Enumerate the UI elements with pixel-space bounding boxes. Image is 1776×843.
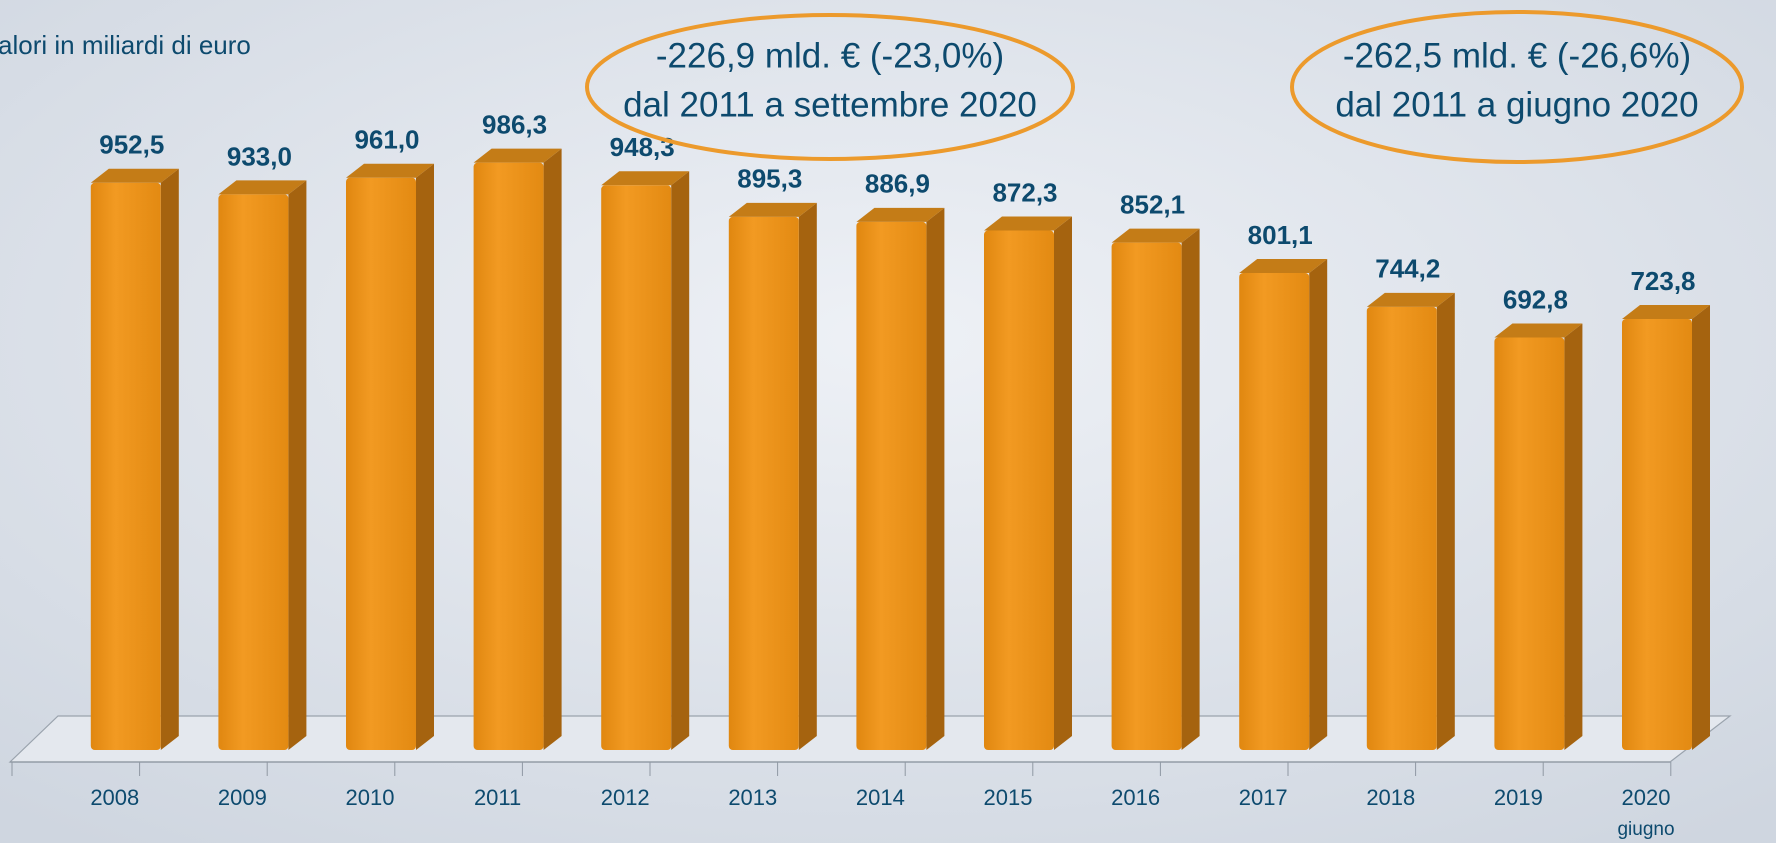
annotation-oval xyxy=(585,13,1075,161)
bar-top xyxy=(728,202,817,217)
bar-front xyxy=(1366,306,1437,750)
bar-top xyxy=(473,148,562,163)
annotation-text: dal 2011 a settembre 2020 xyxy=(623,85,1037,124)
value-label: 948,3 xyxy=(610,132,675,162)
bar-top xyxy=(984,216,1072,231)
annotation-text: -262,5 mld. € (-26,6%) xyxy=(1343,36,1691,75)
x-tick-label: 2015 xyxy=(984,785,1033,810)
bar-side xyxy=(416,163,434,751)
bar xyxy=(90,168,179,750)
annotation-text: -226,9 mld. € (-23,0%) xyxy=(656,36,1004,75)
bar xyxy=(218,180,307,750)
value-label: 961,0 xyxy=(354,125,419,155)
bar-side xyxy=(1309,258,1328,750)
bar-side xyxy=(543,148,562,751)
value-label: 852,1 xyxy=(1120,189,1185,219)
bar-front xyxy=(1494,337,1565,750)
bar-front xyxy=(346,177,416,751)
bar xyxy=(601,171,690,750)
value-label: 801,1 xyxy=(1248,220,1313,250)
bar-front xyxy=(1622,318,1692,750)
value-label: 744,2 xyxy=(1375,254,1440,284)
bar-front xyxy=(984,230,1054,750)
x-tick-label: 2018 xyxy=(1366,785,1415,810)
bar-front xyxy=(856,221,927,750)
x-tick-label: 2014 xyxy=(856,785,905,810)
x-tick-label: 2009 xyxy=(218,785,267,810)
bar-top xyxy=(346,163,434,178)
bar xyxy=(1366,292,1455,750)
annotations: -226,9 mld. € (-23,0%) dal 2011 a settem… xyxy=(585,10,1744,164)
bar-front xyxy=(90,182,161,750)
bar-front xyxy=(1111,242,1182,750)
bar-side xyxy=(288,180,307,750)
bar xyxy=(473,148,562,751)
value-label: 872,3 xyxy=(992,177,1057,207)
bar-side xyxy=(1692,304,1710,750)
bar-top xyxy=(601,171,690,186)
bar-side xyxy=(1054,216,1072,750)
bar-top xyxy=(1366,292,1455,307)
bar-top xyxy=(1111,228,1200,243)
x-tick-label: 2016 xyxy=(1111,785,1160,810)
bar xyxy=(1111,228,1200,750)
x-tick-label: 2012 xyxy=(601,785,650,810)
x-tick-label: 2017 xyxy=(1239,785,1288,810)
x-tick-label: 2010 xyxy=(346,785,395,810)
bar-top xyxy=(1239,258,1328,273)
bar-side xyxy=(926,207,945,750)
bar xyxy=(1494,323,1583,750)
bar-side xyxy=(671,171,690,750)
bar xyxy=(346,163,434,751)
bar-top xyxy=(90,168,179,183)
bar-top xyxy=(1622,304,1710,319)
x-tick-label: 2019 xyxy=(1494,785,1543,810)
value-label: 692,8 xyxy=(1503,284,1568,314)
x-tick-label: 2013 xyxy=(728,785,777,810)
x-tick-label: 2008 xyxy=(90,785,139,810)
annotation-text: dal 2011 a giugno 2020 xyxy=(1335,85,1698,124)
value-label: 933,0 xyxy=(227,141,292,171)
bar xyxy=(1622,304,1710,750)
value-label: 723,8 xyxy=(1630,266,1695,296)
value-label: 886,9 xyxy=(865,169,930,199)
bar xyxy=(984,216,1072,750)
bar-front xyxy=(601,185,672,750)
x-tick-label: 2020 xyxy=(1622,785,1671,810)
value-label: 986,3 xyxy=(482,110,547,140)
value-label: 952,5 xyxy=(99,130,164,160)
bar-front xyxy=(473,162,544,751)
x-tick-label: 2011 xyxy=(474,785,521,810)
bar-side xyxy=(1564,323,1583,750)
bar-top xyxy=(1494,323,1583,338)
bar xyxy=(856,207,945,750)
bar xyxy=(1239,258,1328,750)
bar-front xyxy=(218,194,289,750)
bar xyxy=(728,202,817,750)
annotation-oval xyxy=(1290,10,1744,164)
bar-side xyxy=(1436,292,1455,750)
subtitle: alori in miliardi di euro xyxy=(0,30,251,60)
value-label: 895,3 xyxy=(737,164,802,194)
bar-front xyxy=(1239,272,1310,750)
bar-top xyxy=(218,180,307,195)
bar-front xyxy=(728,216,799,750)
bar-top xyxy=(856,207,945,222)
bar-side xyxy=(1181,228,1200,750)
bar-side xyxy=(798,202,817,750)
x-tick-sublabel: giugno xyxy=(1617,819,1674,840)
bar-side xyxy=(160,168,179,750)
